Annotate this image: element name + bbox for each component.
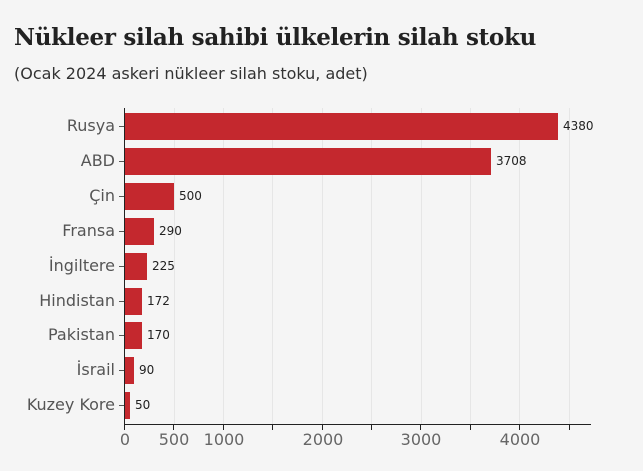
x-tick-label: 1000 [203,430,245,449]
category-label: Fransa [62,221,115,240]
bar [125,183,174,210]
y-tick [119,126,124,127]
y-tick [119,370,124,371]
gridline [519,108,520,424]
bar-value-label: 90 [139,363,155,377]
chart-subtitle: (Ocak 2024 askeri nükleer silah stoku, a… [14,64,368,83]
x-tick-label: 4000 [499,430,541,449]
x-tick [223,424,224,430]
gridline [569,108,570,424]
x-tick-label: 0 [119,430,131,449]
category-label: İsrail [76,360,115,379]
category-label: Rusya [66,116,115,135]
bar-value-label: 3708 [496,154,527,168]
gridline [470,108,471,424]
bar [125,288,142,315]
x-tick [569,424,570,430]
x-tick [322,424,323,430]
bar [125,253,147,280]
x-tick [173,424,174,430]
category-label: Kuzey Kore [26,395,115,414]
category-label: Hindistan [39,291,115,310]
x-axis [124,424,591,425]
category-label: Pakistan [48,325,115,344]
bar [125,148,491,175]
gridline [174,108,175,424]
y-tick [119,301,124,302]
y-tick [119,231,124,232]
y-tick [119,266,124,267]
bar-value-label: 500 [179,189,202,203]
x-tick [519,424,520,430]
gridline [421,108,422,424]
x-tick-label: 500 [158,430,190,449]
gridline [272,108,273,424]
bar-value-label: 4380 [563,119,594,133]
bar-value-label: 170 [147,328,170,342]
x-tick [124,424,125,430]
x-tick [420,424,421,430]
x-tick [470,424,471,430]
gridline [223,108,224,424]
bar-value-label: 172 [147,294,170,308]
category-label: Çin [89,186,115,205]
bar-value-label: 50 [135,398,151,412]
category-label: ABD [80,151,115,170]
x-tick [371,424,372,430]
chart-title: Nükleer silah sahibi ülkelerin silah sto… [14,24,537,51]
gridline [322,108,323,424]
gridline [371,108,372,424]
y-tick [119,161,124,162]
x-tick-label: 3000 [400,430,442,449]
bar [125,218,154,245]
bar [125,392,130,419]
bar [125,113,558,140]
y-axis [124,108,125,425]
bar [125,357,134,384]
y-tick [119,335,124,336]
bar-value-label: 290 [159,224,182,238]
category-label: İngiltere [48,256,115,275]
bar [125,322,142,349]
y-tick [119,405,124,406]
x-tick-label: 2000 [302,430,344,449]
y-tick [119,196,124,197]
x-tick [272,424,273,430]
bar-value-label: 225 [152,259,175,273]
